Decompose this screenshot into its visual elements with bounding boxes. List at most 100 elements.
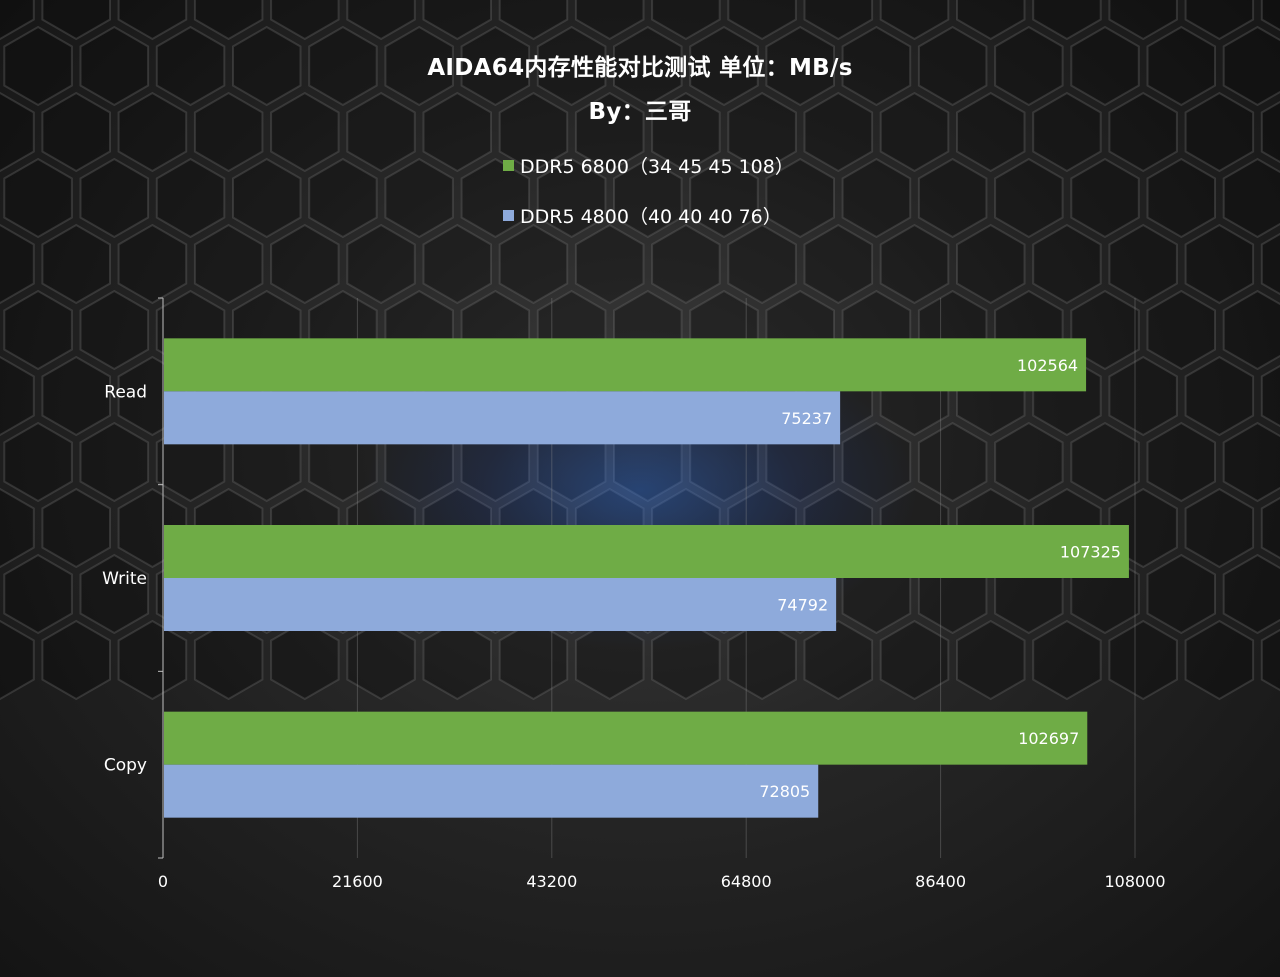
background-hexagon bbox=[1146, 553, 1216, 635]
background-hexagon bbox=[1032, 619, 1102, 701]
background-hexagon bbox=[841, 157, 912, 239]
category-label-copy: Copy bbox=[104, 756, 147, 776]
background-hexagon bbox=[460, 25, 531, 107]
background-hexagon bbox=[803, 619, 874, 701]
data-label: 72805 bbox=[759, 782, 810, 801]
background-hexagon bbox=[193, 91, 264, 173]
background-hexagon bbox=[155, 157, 226, 239]
legend-item-ddr5-4800: DDR5 4800（40 40 40 76） bbox=[503, 202, 782, 229]
background-hexagon bbox=[574, 91, 645, 173]
background-hexagon bbox=[422, 0, 492, 41]
background-hexagon bbox=[0, 619, 35, 701]
background-hexagon bbox=[1260, 496, 1280, 560]
background-hexagon bbox=[232, 157, 302, 239]
background-hexagon bbox=[879, 223, 950, 305]
background-hexagon bbox=[956, 223, 1026, 305]
bar-read-series-1 bbox=[164, 338, 1087, 392]
data-label: 75237 bbox=[781, 409, 832, 428]
background-hexagon bbox=[1108, 355, 1178, 437]
x-tick-label: 108000 bbox=[1104, 872, 1165, 891]
background-hexagon bbox=[613, 25, 683, 107]
background-hexagon bbox=[1108, 619, 1178, 701]
background-hexagon bbox=[1184, 355, 1255, 437]
background-hexagon bbox=[917, 421, 988, 503]
background-hexagon bbox=[651, 91, 721, 173]
background-hexagon bbox=[574, 223, 645, 305]
background-hexagon bbox=[41, 0, 111, 41]
background-hexagon bbox=[574, 0, 645, 41]
background-hexagon bbox=[1146, 157, 1216, 239]
background-hexagon bbox=[1032, 91, 1102, 173]
background-hexagon bbox=[1108, 0, 1178, 41]
background-hexagon bbox=[765, 157, 835, 239]
background-hexagon bbox=[346, 0, 416, 41]
bar-copy-series-1 bbox=[164, 711, 1088, 765]
background-hexagon bbox=[384, 25, 454, 107]
background-hexagon bbox=[1222, 421, 1280, 503]
legend-swatch-green bbox=[503, 160, 514, 171]
background-hexagon bbox=[0, 223, 35, 305]
background-hexagon bbox=[536, 157, 607, 239]
background-hexagon bbox=[117, 0, 188, 41]
background-hexagon bbox=[1222, 289, 1280, 371]
background-hexagon bbox=[765, 25, 835, 107]
background-hexagon bbox=[1070, 421, 1140, 503]
background-hexagon bbox=[689, 25, 759, 107]
background-hexagon bbox=[498, 0, 569, 41]
background-hexagon bbox=[994, 157, 1064, 239]
background-hexagon bbox=[994, 25, 1064, 107]
background-hexagon bbox=[1108, 223, 1178, 305]
background-hexagon bbox=[1260, 232, 1280, 296]
background-hexagon bbox=[917, 157, 988, 239]
background-hexagon bbox=[689, 157, 759, 239]
category-label-write: Write bbox=[102, 569, 147, 589]
background-hexagon bbox=[41, 91, 111, 173]
background-hexagon bbox=[193, 223, 264, 305]
background-hexagon bbox=[308, 157, 378, 239]
background-hexagon bbox=[0, 91, 35, 173]
background-hexagon bbox=[651, 223, 721, 305]
x-tick-label: 86400 bbox=[915, 872, 966, 891]
background-hexagon bbox=[346, 223, 416, 305]
background-hexagon bbox=[1184, 91, 1255, 173]
background-hexagon bbox=[1260, 364, 1280, 428]
background-hexagon bbox=[803, 223, 874, 305]
x-tick-label: 0 bbox=[158, 872, 168, 891]
bar-write-series-1 bbox=[164, 525, 1129, 578]
background-hexagon bbox=[1260, 0, 1280, 32]
background-hexagon bbox=[79, 289, 150, 371]
background-hexagon bbox=[956, 91, 1026, 173]
background-hexagon bbox=[1146, 421, 1216, 503]
background-hexagon bbox=[841, 25, 912, 107]
legend-label: DDR5 6800（34 45 45 108） bbox=[520, 156, 794, 178]
data-label: 107325 bbox=[1060, 543, 1121, 562]
background-hexagon bbox=[346, 91, 416, 173]
background-hexagon bbox=[994, 421, 1064, 503]
data-label: 102697 bbox=[1018, 729, 1079, 748]
background-hexagon bbox=[879, 619, 950, 701]
background-hexagon bbox=[1146, 289, 1216, 371]
background-hexagon bbox=[79, 553, 150, 635]
background-hexagon bbox=[0, 487, 35, 569]
background-hexagon bbox=[613, 157, 683, 239]
background-hexagon bbox=[1184, 223, 1255, 305]
x-tick-label: 64800 bbox=[721, 872, 772, 891]
background-hexagon bbox=[41, 355, 111, 437]
background-hexagon bbox=[41, 223, 111, 305]
background-hexagon bbox=[3, 289, 73, 371]
background-hexagon bbox=[498, 223, 569, 305]
background-hexagon bbox=[879, 0, 950, 41]
background-hexagon bbox=[384, 157, 454, 239]
background-hexagon bbox=[270, 0, 340, 41]
background-hexagon bbox=[1184, 619, 1255, 701]
background-hexagon bbox=[232, 25, 302, 107]
background-hexagon bbox=[1222, 553, 1280, 635]
background-hexagon bbox=[1184, 487, 1255, 569]
background-hexagon bbox=[270, 91, 340, 173]
background-hexagon bbox=[0, 355, 35, 437]
background-hexagon bbox=[803, 91, 874, 173]
background-hexagon bbox=[727, 223, 797, 305]
background-hexagon bbox=[1032, 223, 1102, 305]
background-hexagon bbox=[117, 619, 188, 701]
